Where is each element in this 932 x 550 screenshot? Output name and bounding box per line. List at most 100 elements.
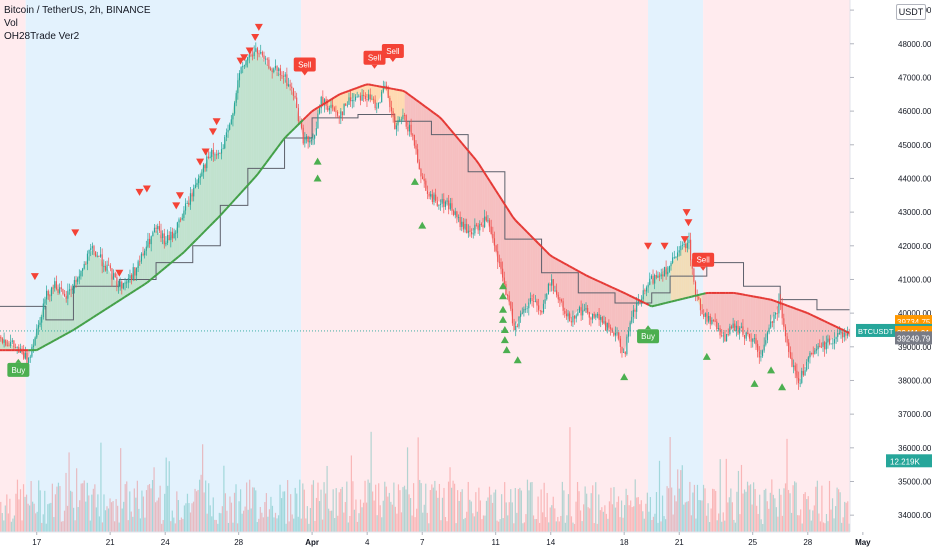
candle-body — [209, 156, 211, 158]
volume-bar — [432, 487, 434, 532]
fill-segment — [282, 76, 285, 141]
volume-bar — [101, 522, 104, 532]
sell-signal[interactable]: Sell — [363, 50, 386, 69]
y-tick-label: 35000.00 — [898, 477, 932, 486]
ma-segment — [155, 272, 160, 277]
fill-segment — [548, 253, 551, 287]
ma-segment — [446, 125, 452, 131]
candle-body — [247, 57, 249, 61]
candle-body — [31, 346, 33, 357]
candle-body — [678, 250, 680, 253]
volume-bar — [159, 485, 161, 532]
ma-segment — [778, 301, 783, 305]
volume-bar — [549, 507, 551, 532]
volume-bar — [765, 488, 767, 532]
candle-body — [439, 203, 442, 205]
currency-button[interactable]: USDT — [896, 4, 926, 20]
buy-signal[interactable]: Buy — [637, 325, 660, 344]
candle-body — [709, 315, 711, 325]
candle-body — [320, 96, 322, 109]
volume-bar — [848, 523, 850, 532]
ma-segment — [435, 113, 440, 118]
volume-bar — [473, 516, 475, 532]
volume-bar — [373, 500, 375, 532]
volume-bar — [168, 461, 170, 532]
ma-segment — [577, 270, 582, 274]
volume-indicator-label[interactable]: Vol — [4, 18, 18, 29]
candle-body — [712, 320, 715, 321]
volume-bar — [620, 500, 623, 532]
fill-segment — [456, 136, 459, 221]
buy-signal[interactable]: Buy — [7, 358, 30, 377]
ma-segment — [39, 346, 43, 350]
sell-signal[interactable]: Sell — [692, 252, 715, 271]
fill-segment — [563, 262, 566, 314]
volume-bar — [376, 515, 378, 532]
candle-body — [688, 239, 690, 244]
oh28trade-indicator-label[interactable]: OH28Trade Ver2 — [4, 31, 80, 42]
sell-signal[interactable]: Sell — [381, 43, 404, 62]
fill-segment — [0, 336, 2, 351]
volume-bar — [250, 508, 252, 532]
fill-segment — [813, 315, 815, 355]
volume-bar — [470, 501, 472, 532]
volume-bar — [315, 497, 318, 532]
fill-segment — [652, 277, 655, 307]
volume-bar — [450, 487, 453, 532]
up-triangle-marker — [513, 356, 522, 364]
volume-bar — [258, 518, 260, 532]
fill-segment — [761, 297, 764, 356]
fill-segment — [107, 268, 110, 309]
symbol-title[interactable]: Bitcoin / TetherUS, 2h, BINANCE — [4, 5, 151, 16]
signal-label: Buy — [11, 366, 25, 375]
fill-segment — [757, 297, 760, 353]
candle-body — [793, 365, 795, 367]
candle-body — [642, 290, 644, 300]
candle-body — [36, 328, 38, 338]
candle-body — [212, 149, 214, 155]
sell-signal[interactable]: Sell — [293, 57, 316, 76]
volume-bar — [387, 496, 389, 532]
candle-body — [526, 308, 528, 310]
volume-bar — [4, 505, 6, 532]
candle-body — [312, 138, 314, 140]
volume-bar — [715, 490, 717, 532]
candle-body — [395, 125, 397, 130]
ma-segment — [47, 341, 52, 345]
candle-body — [629, 322, 631, 332]
volume-bar — [329, 510, 331, 532]
candle-body — [232, 113, 234, 120]
fill-segment — [293, 94, 296, 130]
candle-body — [506, 295, 509, 297]
fill-segment — [607, 285, 610, 330]
volume-bar — [687, 501, 689, 532]
fill-segment — [707, 292, 710, 321]
ma-segment — [668, 300, 672, 304]
volume-bar — [233, 492, 236, 532]
volume-bar — [370, 431, 372, 532]
ma-segment — [566, 263, 570, 268]
candle-body — [400, 119, 402, 121]
ma-segment — [781, 302, 786, 306]
candle-body — [307, 136, 309, 143]
ma-segment — [617, 289, 621, 293]
ma-segment — [534, 239, 540, 245]
volume-bar — [507, 515, 509, 532]
volume-bar — [611, 504, 614, 532]
volume-bar — [733, 519, 735, 532]
candle-body — [552, 279, 554, 291]
volume-bar — [141, 490, 143, 532]
candle-body — [358, 95, 360, 97]
fill-segment — [463, 145, 466, 230]
volume-bar — [356, 521, 359, 532]
ma-segment — [172, 258, 177, 263]
signal-label: Sell — [368, 54, 382, 63]
down-triangle-marker — [254, 23, 263, 31]
candle-body — [596, 314, 599, 316]
ma-segment — [245, 182, 251, 188]
volume-bar — [33, 503, 35, 532]
volume-bar — [97, 494, 99, 532]
volume-bar — [30, 481, 32, 532]
